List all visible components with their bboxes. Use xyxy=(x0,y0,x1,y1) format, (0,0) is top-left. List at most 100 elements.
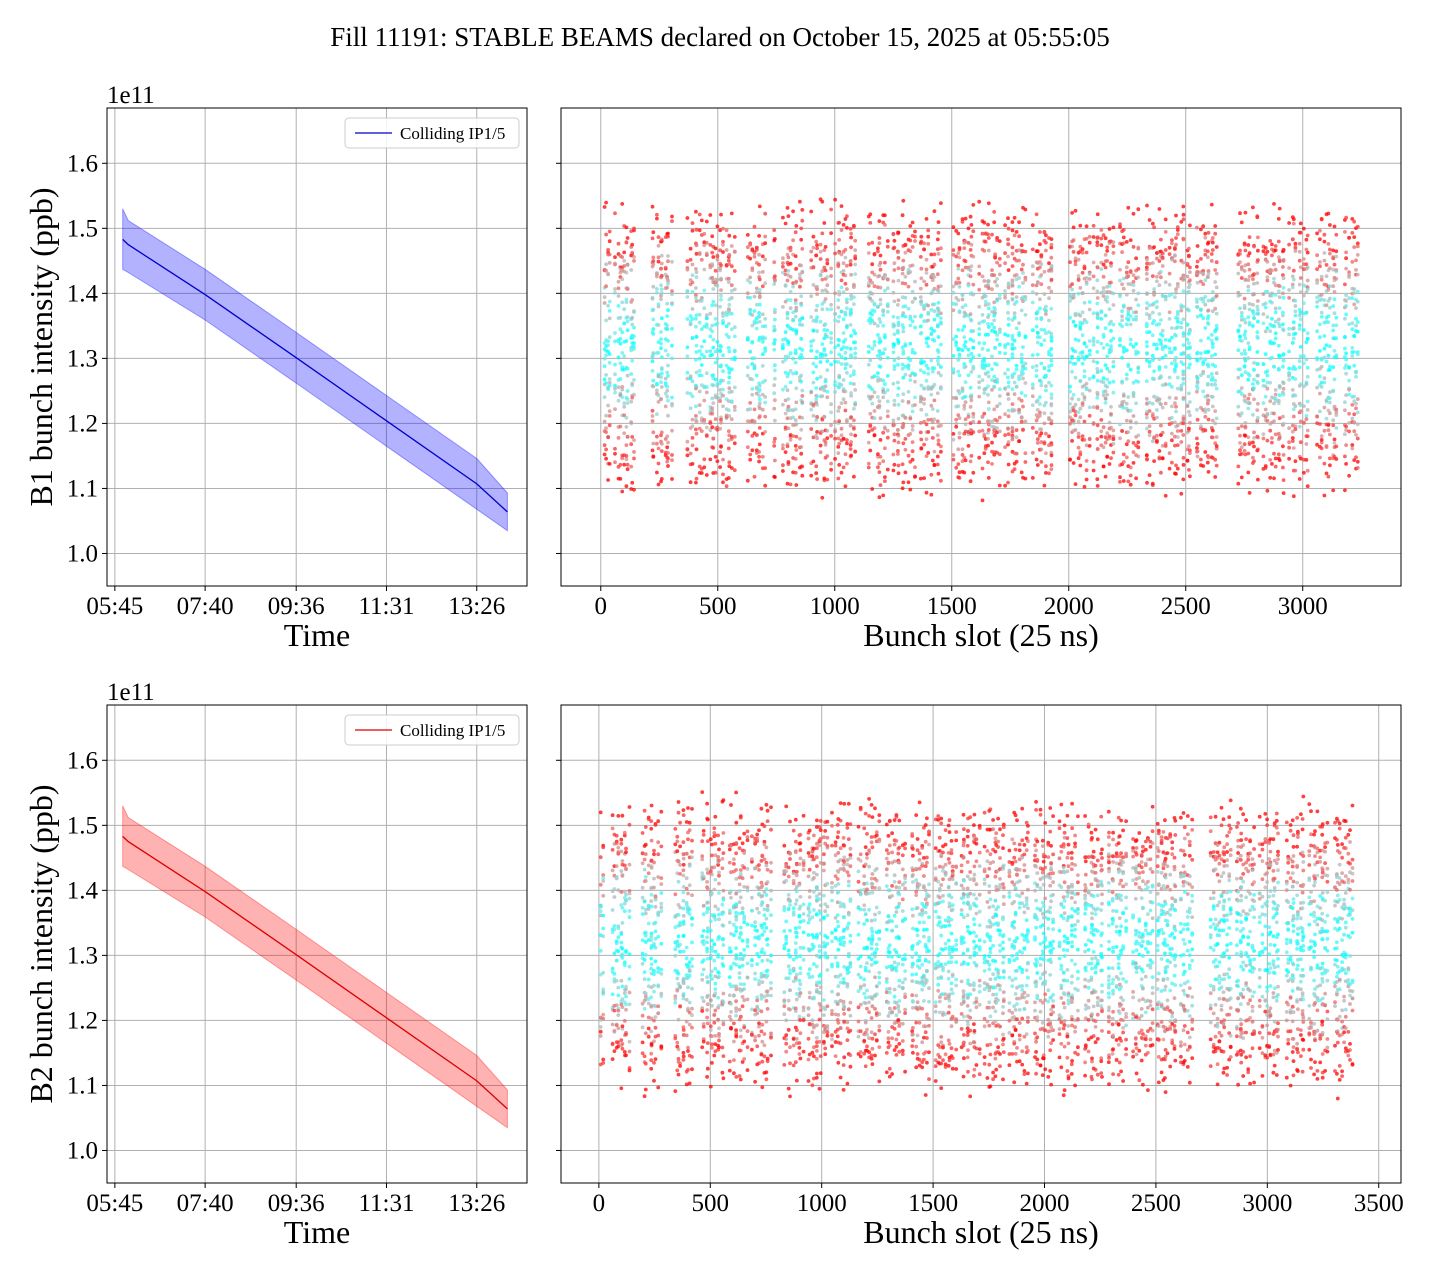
bunch-point xyxy=(1084,443,1089,448)
bunch-point xyxy=(1126,395,1131,399)
bunch-point xyxy=(620,984,625,989)
bunch-point xyxy=(659,287,664,292)
bunch-point xyxy=(1071,419,1076,423)
bunch-point xyxy=(1238,389,1242,393)
bunch-point xyxy=(732,357,737,362)
bunch-point xyxy=(913,465,917,470)
bunch-point xyxy=(1039,273,1044,277)
bunch-point xyxy=(1120,309,1124,314)
bunch-point xyxy=(651,352,656,356)
bunch-point xyxy=(1239,318,1244,322)
bunch-point xyxy=(1019,398,1024,403)
bunch-point xyxy=(1273,248,1278,253)
bunch-point xyxy=(630,381,635,386)
bunch-point xyxy=(622,405,627,409)
bunch-point xyxy=(1181,463,1186,467)
bunch-point xyxy=(935,237,940,242)
bunch-point xyxy=(1252,436,1256,440)
bunch-point xyxy=(622,307,627,312)
bunch-point xyxy=(1273,306,1278,311)
bunch-point xyxy=(1304,417,1309,422)
bunch-point xyxy=(1209,372,1214,376)
bunch-point xyxy=(760,392,765,397)
bunch-point xyxy=(1163,401,1168,406)
bunch-point xyxy=(786,269,791,273)
bunch-point xyxy=(1128,425,1133,430)
bunch-point xyxy=(632,334,636,339)
bunch-point xyxy=(606,478,610,482)
bunch-point xyxy=(876,375,880,380)
bunch-point xyxy=(1109,261,1113,266)
bunch-point xyxy=(977,341,982,345)
bunch-point xyxy=(1003,483,1007,488)
bunch-point xyxy=(1049,245,1054,250)
bunch-point xyxy=(896,452,900,456)
bunch-point xyxy=(666,440,670,445)
bunch-point xyxy=(1213,378,1218,383)
bunch-point xyxy=(848,262,853,267)
bunch-point xyxy=(622,963,627,968)
bunch-point xyxy=(997,401,1002,406)
bunch-point xyxy=(872,343,877,348)
bunch-point xyxy=(607,377,612,381)
bunch-point xyxy=(1073,311,1078,316)
bunch-point xyxy=(754,286,759,291)
bunch-point xyxy=(837,292,842,297)
bunch-point xyxy=(1326,320,1331,325)
bunch-point xyxy=(1255,330,1260,335)
bunch-point xyxy=(818,375,823,379)
bunch-point xyxy=(1242,303,1247,308)
bunch-point xyxy=(629,372,634,376)
bunch-point xyxy=(690,228,695,233)
bunch-point xyxy=(1095,312,1100,317)
bunch-point xyxy=(866,350,871,354)
bunch-point xyxy=(1287,366,1291,371)
bunch-point xyxy=(1263,246,1268,250)
bunch-point xyxy=(640,885,645,890)
bunch-point xyxy=(1305,250,1310,255)
bunch-point xyxy=(748,407,753,412)
x-axis-label: Time xyxy=(284,1214,350,1250)
bunch-point xyxy=(872,302,877,307)
bunch-point xyxy=(926,318,931,323)
bunch-point xyxy=(1078,406,1083,411)
x-tick-label: 11:31 xyxy=(358,1190,414,1217)
bunch-point xyxy=(1023,313,1028,317)
y-tick-label: 1.4 xyxy=(67,280,99,307)
bunch-point xyxy=(936,300,941,305)
x-axis-label: Bunch slot (25 ns) xyxy=(863,617,1099,653)
bunch-point xyxy=(745,373,750,378)
y-axis-label: B1 bunch intensity (ppb) xyxy=(23,187,59,506)
bunch-point xyxy=(1287,440,1291,445)
bunch-point xyxy=(1214,444,1219,448)
bunch-point xyxy=(1084,250,1089,255)
bunch-point xyxy=(710,411,715,416)
bunch-point xyxy=(616,304,621,308)
bunch-point xyxy=(811,328,816,333)
bunch-point xyxy=(1272,411,1276,416)
bunch-point xyxy=(866,465,871,470)
bunch-point xyxy=(1080,310,1085,315)
bunch-point xyxy=(786,404,791,409)
bunch-point xyxy=(614,864,619,868)
bunch-point xyxy=(1159,423,1163,428)
bunch-point xyxy=(1334,277,1339,281)
bunch-point xyxy=(1107,227,1112,231)
bunch-point xyxy=(1239,411,1244,416)
bunch-point xyxy=(666,451,670,455)
bunch-point xyxy=(798,284,802,289)
bunch-point xyxy=(1049,411,1054,416)
bunch-point xyxy=(822,347,827,351)
bunch-point xyxy=(971,203,976,207)
bunch-point xyxy=(1173,246,1177,250)
bunch-point xyxy=(1095,240,1100,245)
bunch-point xyxy=(1328,390,1332,394)
bunch-point xyxy=(655,287,659,291)
bunch-point xyxy=(659,291,664,295)
bunch-point xyxy=(825,334,830,339)
bunch-point xyxy=(625,263,630,267)
bunch-point xyxy=(1073,256,1078,261)
bunch-point xyxy=(1070,439,1074,443)
bunch-point xyxy=(954,229,959,233)
bunch-point xyxy=(908,224,913,228)
